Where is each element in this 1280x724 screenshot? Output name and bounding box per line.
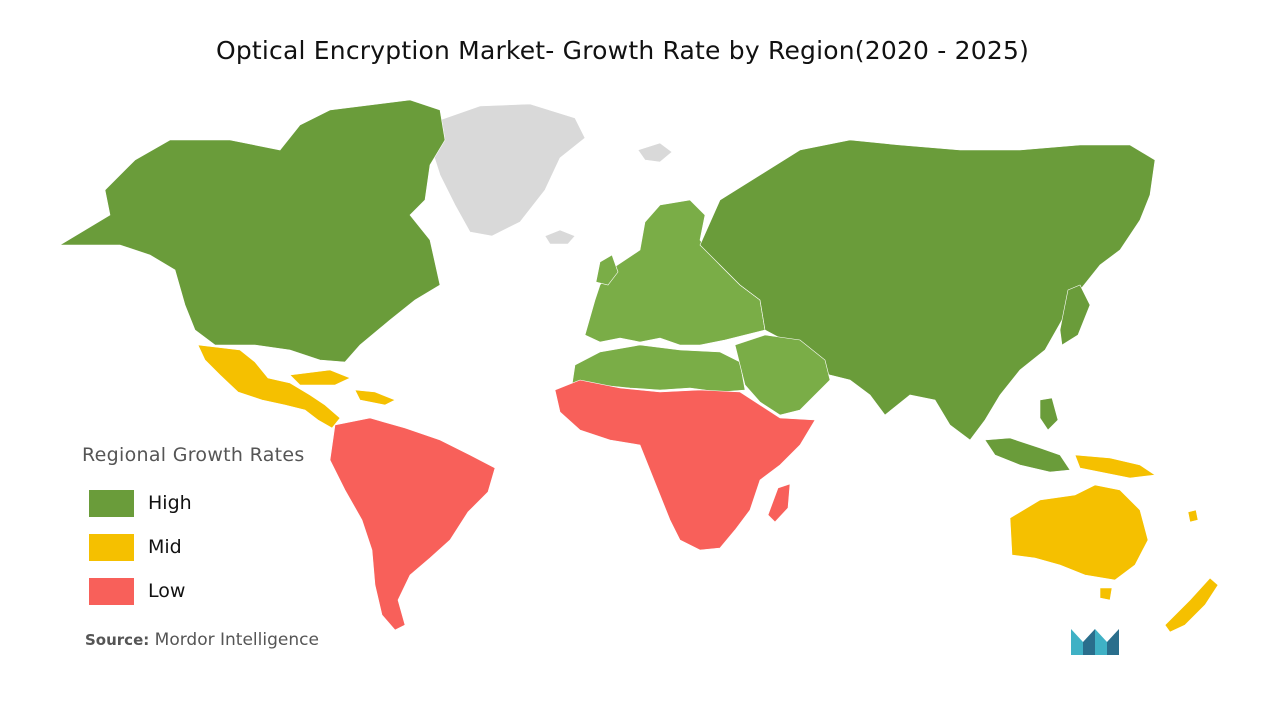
legend-swatch-low xyxy=(89,577,134,605)
pacific-islands xyxy=(1187,509,1199,523)
north-america xyxy=(58,99,446,363)
southeast-asia-islands xyxy=(984,437,1071,473)
caribbean xyxy=(289,369,351,386)
chart-title: Optical Encryption Market- Growth Rate b… xyxy=(215,36,1030,65)
central-america xyxy=(197,344,341,429)
japan xyxy=(1059,284,1091,346)
legend-label-high: High xyxy=(148,492,192,514)
legend-item-mid: Mid xyxy=(82,532,305,562)
new-guinea xyxy=(1074,454,1156,479)
source-note: Source: Mordor Intelligence xyxy=(85,630,319,650)
tasmania xyxy=(1099,587,1113,601)
source-label: Source: xyxy=(85,631,150,649)
source-value: Mordor Intelligence xyxy=(154,630,319,650)
logo-icon xyxy=(1071,629,1119,655)
legend-item-high: High xyxy=(82,488,305,518)
legend-swatch-mid xyxy=(89,533,134,561)
south-america xyxy=(329,417,496,631)
middle-east xyxy=(734,334,831,416)
philippines xyxy=(1039,397,1059,431)
legend: Regional Growth Rates High Mid Low xyxy=(82,444,305,620)
sub-saharan-africa xyxy=(554,379,816,551)
caribbean-east xyxy=(354,389,396,406)
svalbard xyxy=(637,142,673,163)
legend-label-low: Low xyxy=(148,580,186,602)
legend-swatch-high xyxy=(89,489,134,517)
legend-item-low: Low xyxy=(82,576,305,606)
greenland xyxy=(431,103,586,237)
legend-title: Regional Growth Rates xyxy=(82,444,305,466)
madagascar xyxy=(767,483,791,523)
australia xyxy=(1009,484,1149,581)
uk xyxy=(595,254,619,286)
legend-label-mid: Mid xyxy=(148,536,182,558)
new-zealand xyxy=(1164,577,1219,633)
mordor-intelligence-logo xyxy=(1071,629,1119,659)
iceland xyxy=(544,229,576,245)
